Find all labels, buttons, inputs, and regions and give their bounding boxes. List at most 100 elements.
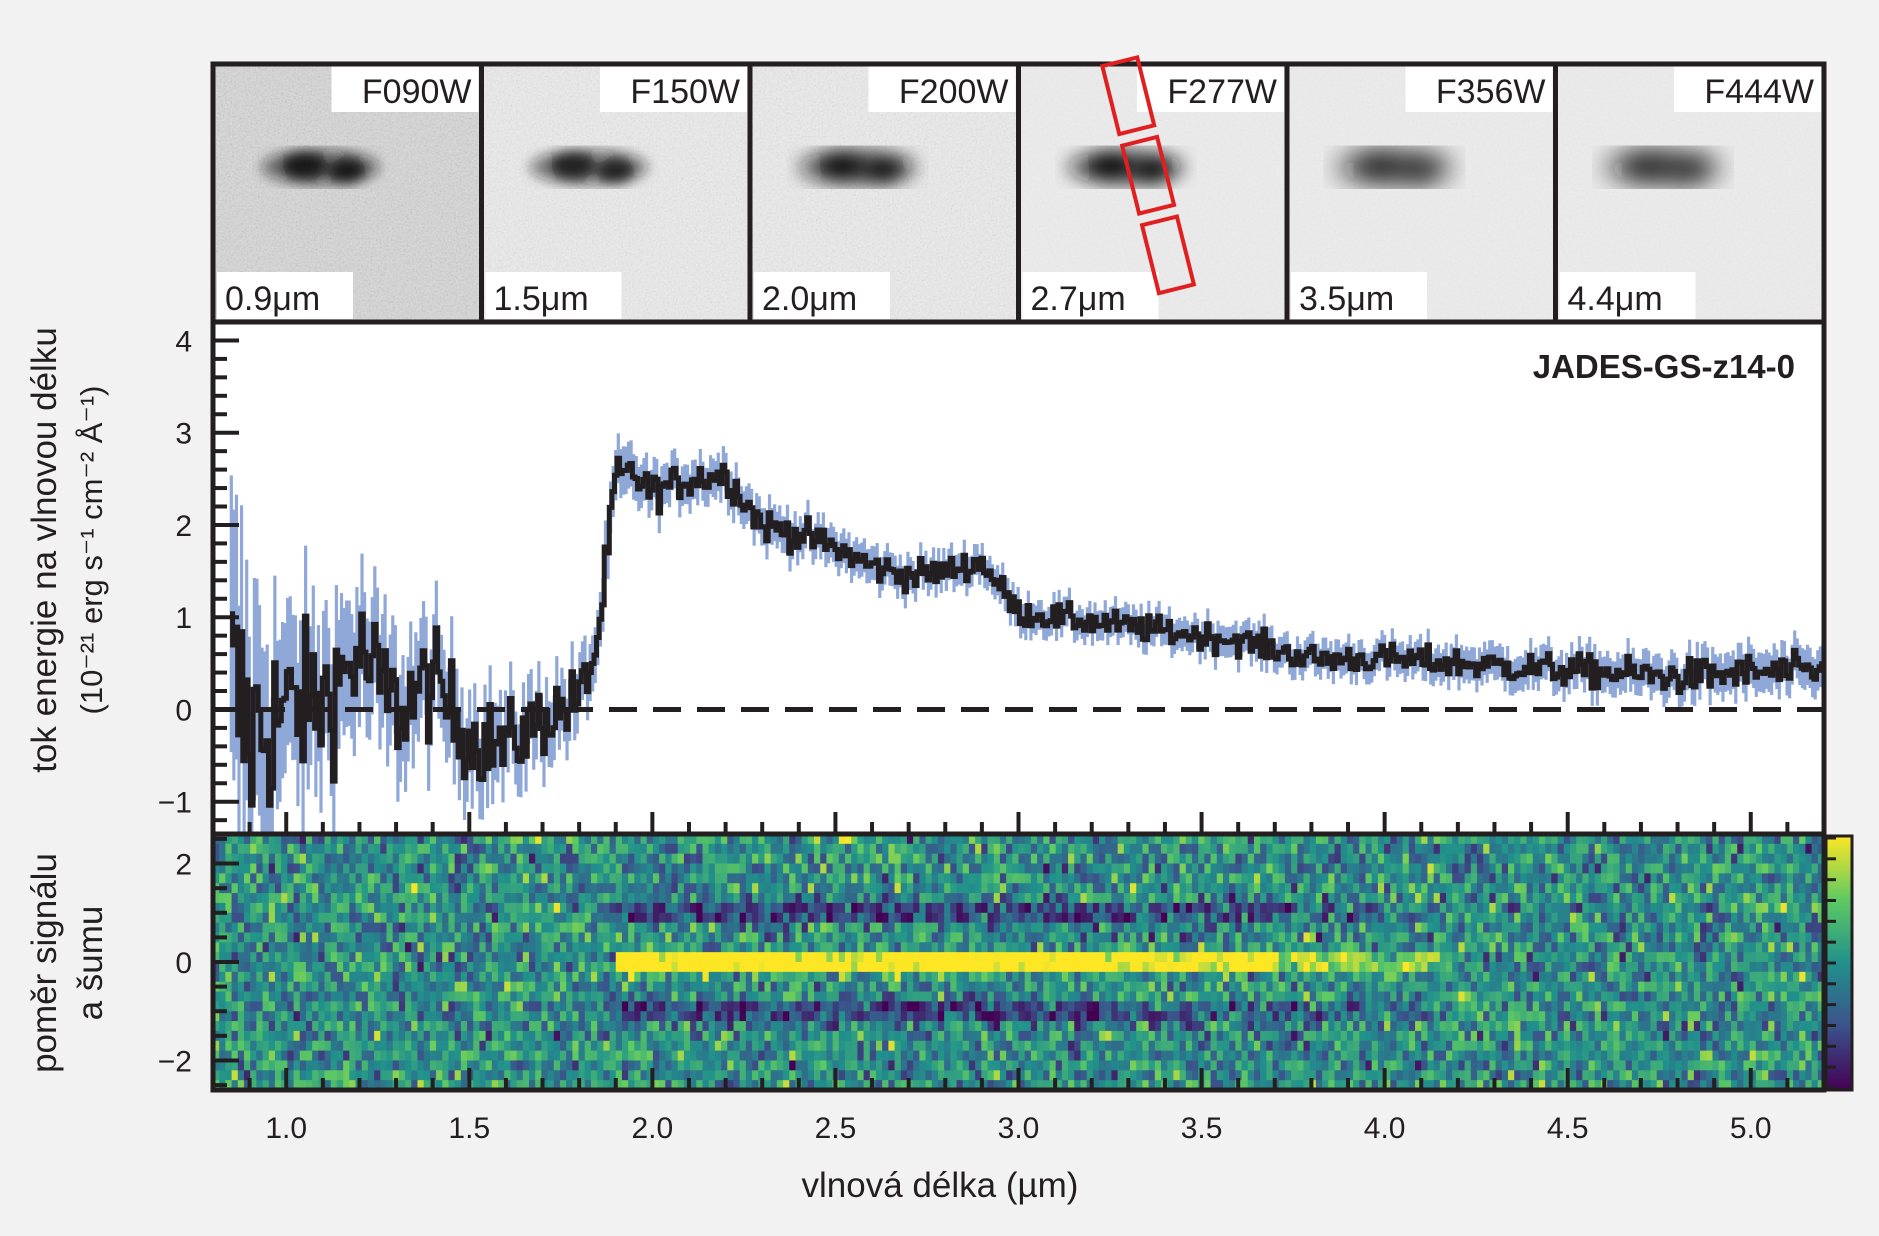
snr-cell (733, 912, 741, 924)
snr-cell (330, 834, 338, 845)
snr-cell (981, 932, 989, 943)
snr-cell (677, 1030, 685, 1042)
snr-cell (1204, 942, 1212, 953)
snr-cell (820, 1001, 828, 1012)
snr-cell (312, 991, 319, 1002)
snr-cell (677, 893, 685, 904)
snr-cell (535, 1040, 542, 1052)
snr-cell (405, 932, 412, 943)
snr-cell (1030, 873, 1038, 884)
snr-cell (1074, 902, 1082, 914)
snr-cell (1037, 843, 1044, 855)
snr-cell (318, 834, 326, 845)
snr-cell (367, 962, 375, 973)
snr-cell (1049, 922, 1057, 934)
snr-cell (838, 843, 846, 855)
snr-cell (1061, 873, 1069, 884)
snr-cell (361, 942, 369, 953)
snr-cell (925, 1021, 933, 1032)
snr-cell (1130, 1011, 1137, 1022)
snr-cell (355, 991, 363, 1002)
snr-cell (547, 971, 555, 983)
snr-cell (417, 1040, 425, 1052)
snr-cell (1191, 834, 1199, 845)
snr-cell (1179, 1011, 1187, 1022)
snr-cell (845, 863, 852, 874)
snr-cell (318, 912, 326, 924)
snr-cell (1198, 873, 1205, 884)
snr-cell (783, 1021, 790, 1032)
snr-cell (274, 912, 282, 924)
snr-cell (1179, 1030, 1187, 1042)
snr-cell (783, 952, 790, 963)
snr-cell (553, 843, 561, 855)
snr-cell (268, 971, 276, 983)
snr-cell (312, 834, 319, 845)
snr-cell (683, 962, 691, 973)
snr-cell (776, 1011, 784, 1022)
snr-cell (553, 932, 561, 943)
snr-cell (968, 1021, 976, 1032)
snr-cell (975, 1021, 982, 1032)
snr-cell (764, 1030, 772, 1042)
snr-cell (832, 991, 840, 1002)
snr-cell (758, 932, 766, 943)
snr-cell (330, 1030, 338, 1042)
snr-cell (491, 1030, 499, 1042)
snr-cell (683, 1070, 691, 1081)
snr-cell (1030, 1040, 1038, 1052)
snr-cell (250, 1040, 257, 1052)
snr-cell (826, 912, 834, 924)
snr-cell (392, 873, 400, 884)
snr-cell (559, 1040, 567, 1052)
snr-cell (287, 853, 295, 865)
snr-cell (646, 1070, 654, 1081)
snr-cell (473, 1080, 481, 1091)
snr-cell (367, 843, 375, 855)
snr-cell (621, 991, 629, 1002)
snr-cell (262, 1021, 270, 1032)
snr-cell (398, 1040, 406, 1052)
snr-cell (733, 922, 741, 934)
snr-cell (814, 932, 821, 943)
snr-cell (646, 912, 654, 924)
snr-cell (814, 962, 821, 973)
snr-cell (1049, 834, 1057, 845)
snr-cell (237, 853, 245, 865)
snr-cell (603, 1060, 611, 1071)
snr-cell (1055, 1040, 1063, 1052)
snr-cell (900, 971, 908, 983)
snr-cell (801, 971, 809, 983)
snr-cell (578, 893, 586, 904)
snr-cell (504, 1040, 512, 1052)
snr-cell (423, 922, 431, 934)
snr-cell (547, 962, 555, 973)
snr-cell (392, 922, 400, 934)
snr-cell (820, 893, 828, 904)
snr-cell (603, 883, 611, 894)
snr-cell (987, 1070, 995, 1081)
snr-cell (900, 991, 908, 1002)
snr-cell (597, 1050, 604, 1062)
snr-cell (807, 922, 815, 934)
snr-cell (1049, 971, 1057, 983)
snr-cell (714, 962, 722, 973)
snr-cell (944, 883, 951, 894)
snr-cell (1167, 981, 1175, 993)
snr-cell (448, 1021, 456, 1032)
snr-cell (590, 952, 598, 963)
snr-cell (336, 1011, 344, 1022)
snr-cell (374, 893, 381, 904)
snr-cell (696, 1001, 704, 1012)
snr-cell (1018, 863, 1026, 874)
snr-cell (993, 952, 1001, 963)
snr-cell (516, 1030, 524, 1042)
snr-cell (268, 863, 276, 874)
snr-cell (231, 962, 239, 973)
snr-cell (677, 952, 685, 963)
snr-cell (312, 1060, 319, 1071)
snr-cell (336, 902, 344, 914)
snr-cell (944, 981, 951, 993)
snr-cell (1142, 962, 1150, 973)
snr-cell (1136, 1080, 1144, 1091)
